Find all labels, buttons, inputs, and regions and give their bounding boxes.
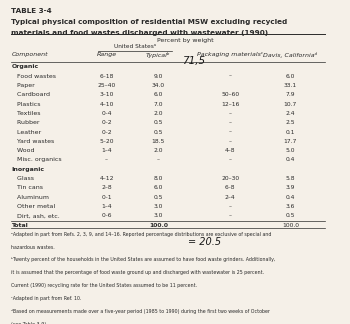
Text: Other metal: Other metal (12, 204, 56, 209)
Text: 20–30: 20–30 (221, 176, 239, 181)
Text: Cardboard: Cardboard (12, 92, 50, 97)
Text: Dirt, ash, etc.: Dirt, ash, etc. (12, 213, 60, 218)
Text: 4–8: 4–8 (225, 148, 236, 153)
Text: –: – (105, 157, 108, 162)
Text: 2.0: 2.0 (154, 148, 163, 153)
Text: –: – (229, 74, 232, 79)
Text: 17.7: 17.7 (284, 139, 297, 144)
Text: 50–60: 50–60 (221, 92, 239, 97)
Text: 0–6: 0–6 (102, 213, 112, 218)
Text: 6.0: 6.0 (154, 92, 163, 97)
Text: 0–2: 0–2 (101, 130, 112, 134)
Text: 2.4: 2.4 (286, 111, 295, 116)
Text: Aluminum: Aluminum (12, 195, 49, 200)
Text: Misc. organics: Misc. organics (12, 157, 62, 162)
Text: ᵇTwenty percent of the households in the United States are assumed to have food : ᵇTwenty percent of the households in the… (12, 257, 276, 262)
Text: –: – (229, 130, 232, 134)
Text: TABLE 3-4: TABLE 3-4 (12, 8, 52, 14)
Text: Percent by weight: Percent by weight (157, 38, 214, 43)
Text: Typical physical composition of residential MSW excluding recycled: Typical physical composition of resident… (12, 19, 288, 25)
Text: 2.5: 2.5 (286, 120, 295, 125)
Text: Yard wastes: Yard wastes (12, 139, 55, 144)
Text: Paper: Paper (12, 83, 35, 88)
Text: Plastics: Plastics (12, 102, 41, 107)
Text: –: – (229, 111, 232, 116)
Text: Total: Total (12, 223, 28, 228)
Text: 2–4: 2–4 (225, 195, 236, 200)
Text: –: – (229, 204, 232, 209)
Text: ᵃAdapted in part from Refs. 2, 3, 9, and 14–16. Reported percentage distribution: ᵃAdapted in part from Refs. 2, 3, 9, and… (12, 232, 272, 237)
Text: 3.6: 3.6 (286, 204, 295, 209)
Text: 7.0: 7.0 (154, 102, 163, 107)
Text: Textiles: Textiles (12, 111, 41, 116)
Text: 0.5: 0.5 (154, 195, 163, 200)
Text: –: – (229, 213, 232, 218)
Text: 2–8: 2–8 (101, 185, 112, 191)
Text: 3–10: 3–10 (99, 92, 114, 97)
Text: (see Table 3-9).: (see Table 3-9). (12, 322, 48, 324)
Text: 3.0: 3.0 (154, 213, 163, 218)
Text: 5.0: 5.0 (286, 148, 295, 153)
Text: 4–10: 4–10 (99, 102, 114, 107)
Text: Organic: Organic (12, 64, 38, 69)
Text: 0.5: 0.5 (286, 213, 295, 218)
Text: 7.9: 7.9 (286, 92, 295, 97)
Text: 6.0: 6.0 (286, 74, 295, 79)
Text: 6.0: 6.0 (154, 185, 163, 191)
Text: 2.0: 2.0 (154, 111, 163, 116)
Text: 0–2: 0–2 (101, 120, 112, 125)
Text: 71,5: 71,5 (182, 56, 205, 66)
Text: 9.0: 9.0 (154, 74, 163, 79)
Text: 100.0: 100.0 (282, 223, 299, 228)
Text: 0–4: 0–4 (102, 111, 112, 116)
Text: Inorganic: Inorganic (12, 167, 44, 172)
Text: 0.4: 0.4 (286, 195, 295, 200)
Text: hazardous wastes.: hazardous wastes. (12, 245, 55, 249)
Text: 100.0: 100.0 (149, 223, 168, 228)
Text: 0.1: 0.1 (286, 130, 295, 134)
Text: = 20.5: = 20.5 (189, 237, 222, 247)
Text: 1–4: 1–4 (101, 148, 112, 153)
Text: –: – (229, 120, 232, 125)
Text: Davis, Californiaᵈ: Davis, Californiaᵈ (263, 52, 317, 58)
Text: 6–18: 6–18 (99, 74, 114, 79)
Text: 0.4: 0.4 (286, 157, 295, 162)
Text: 0.5: 0.5 (154, 120, 163, 125)
Text: 25–40: 25–40 (98, 83, 116, 88)
Text: 10.7: 10.7 (284, 102, 297, 107)
Text: Leather: Leather (12, 130, 42, 134)
Text: 0.5: 0.5 (154, 130, 163, 134)
Text: 12–16: 12–16 (221, 102, 239, 107)
Text: –: – (229, 157, 232, 162)
Text: 5–20: 5–20 (99, 139, 114, 144)
Text: 5.8: 5.8 (286, 176, 295, 181)
Text: Component: Component (12, 52, 48, 57)
Text: 33.1: 33.1 (284, 83, 297, 88)
Text: Rubber: Rubber (12, 120, 40, 125)
Text: Tin cans: Tin cans (12, 185, 43, 191)
Text: Range: Range (97, 52, 117, 57)
Text: –: – (157, 157, 160, 162)
Text: Wood: Wood (12, 148, 35, 153)
Text: Current (1990) recycling rate for the United States assumed to be 11 percent.: Current (1990) recycling rate for the Un… (12, 283, 197, 288)
Text: Packaging materialsᶜ: Packaging materialsᶜ (197, 52, 263, 57)
Text: materials and food wastes discharged with wastewater (1990): materials and food wastes discharged wit… (12, 30, 268, 36)
Text: 1–4: 1–4 (101, 204, 112, 209)
Text: ᶜAdapted in part from Ref. 10.: ᶜAdapted in part from Ref. 10. (12, 296, 82, 301)
Text: –: – (229, 139, 232, 144)
Text: Food wastes: Food wastes (12, 74, 56, 79)
Text: 34.0: 34.0 (152, 83, 165, 88)
Text: 3.0: 3.0 (154, 204, 163, 209)
Text: Typicalᵇ: Typicalᵇ (146, 52, 171, 58)
Text: it is assumed that the percentage of food waste ground up and discharged with wa: it is assumed that the percentage of foo… (12, 270, 265, 275)
Text: 0–1: 0–1 (101, 195, 112, 200)
Text: 8.0: 8.0 (154, 176, 163, 181)
Text: 18.5: 18.5 (152, 139, 165, 144)
Text: United Statesᵃ: United Statesᵃ (114, 44, 156, 49)
Text: Glass: Glass (12, 176, 34, 181)
Text: 3.9: 3.9 (286, 185, 295, 191)
Text: 6–8: 6–8 (225, 185, 236, 191)
Text: 4–12: 4–12 (99, 176, 114, 181)
Text: ᵈBased on measurements made over a five-year period (1985 to 1990) during the fi: ᵈBased on measurements made over a five-… (12, 309, 270, 314)
